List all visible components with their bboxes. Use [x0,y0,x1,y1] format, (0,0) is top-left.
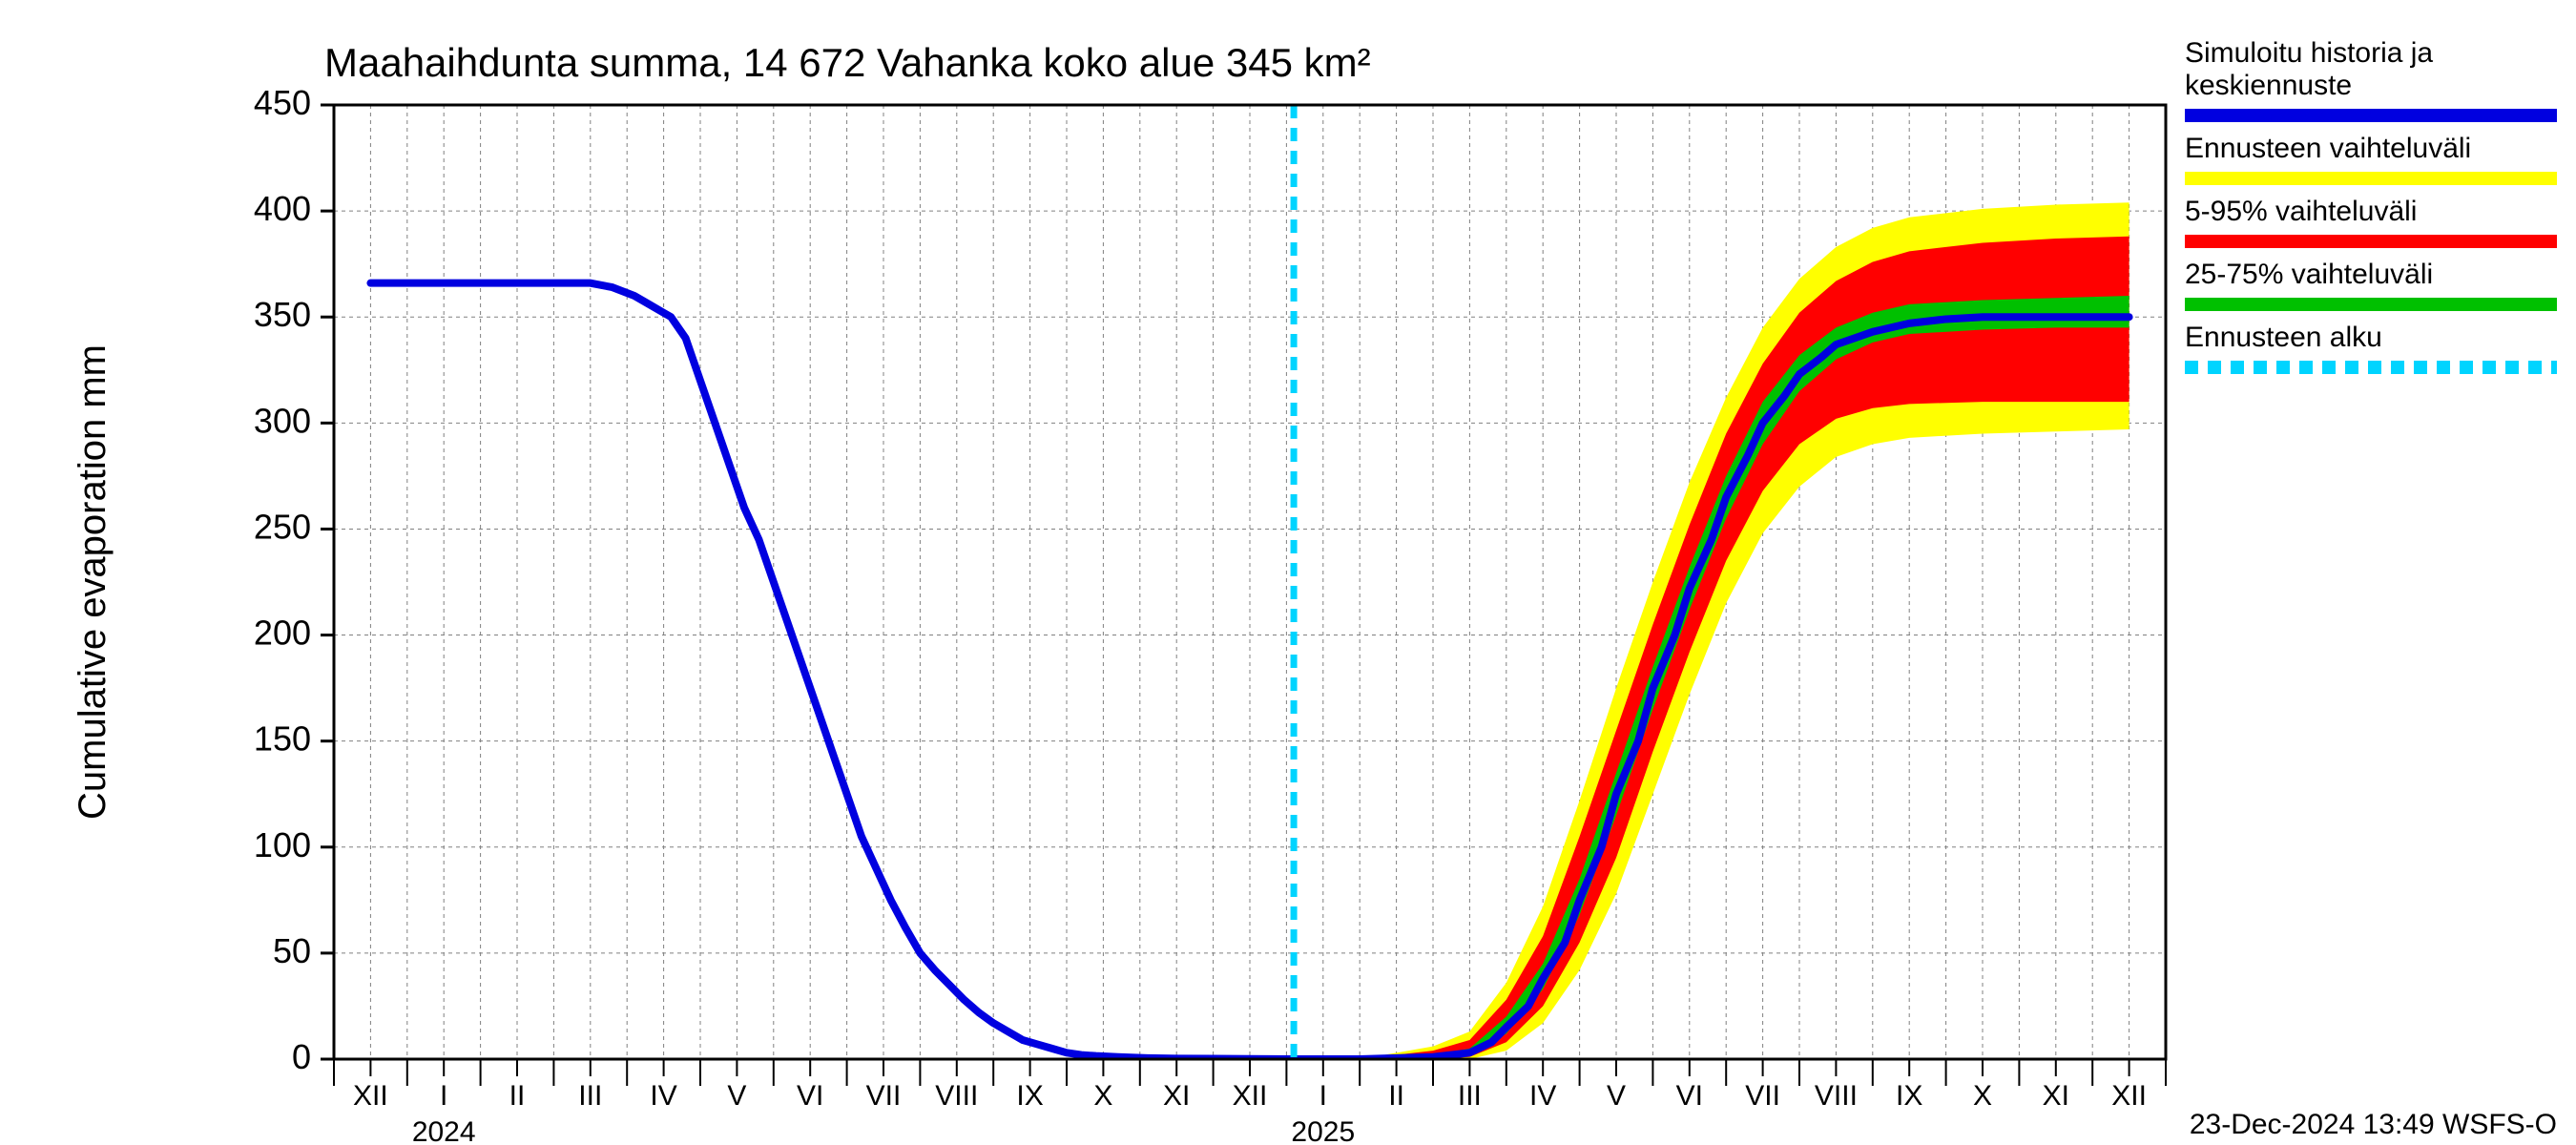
x-tick-label: IV [650,1080,676,1112]
y-tick-label: 100 [254,825,311,864]
x-tick-label: VIII [935,1080,978,1112]
x-tick-label: I [1319,1080,1327,1112]
legend-label: 25-75% vaihteluväli [2185,259,2433,290]
x-tick-label: V [1607,1080,1626,1112]
y-tick-label: 150 [254,719,311,759]
chart-container: 050100150200250300350400450XIIIIIIIIIVVV… [0,0,2576,1145]
y-tick-label: 50 [273,931,311,970]
x-tick-label: XI [1163,1080,1190,1112]
legend-label: 5-95% vaihteluväli [2185,196,2417,227]
x-tick-label: IX [1016,1080,1043,1112]
y-axis-label: Cumulative evaporation mm [72,344,114,820]
x-tick-label: IV [1529,1080,1556,1112]
y-tick-label: 400 [254,189,311,228]
legend-label: Ennusteen alku [2185,322,2382,353]
x-tick-label: III [578,1080,602,1112]
x-tick-label: VI [1676,1080,1703,1112]
x-tick-label: II [509,1080,526,1112]
footer-timestamp: 23-Dec-2024 13:49 WSFS-O [2190,1109,2557,1140]
y-tick-label: 0 [292,1037,311,1076]
y-tick-label: 200 [254,614,311,653]
x-tick-label: VII [866,1080,902,1112]
x-tick-label: II [1388,1080,1404,1112]
x-tick-label: XII [2111,1080,2147,1112]
x-tick-label: VIII [1815,1080,1858,1112]
y-tick-label: 300 [254,401,311,440]
x-tick-label: V [727,1080,746,1112]
x-year-label: 2025 [1291,1116,1355,1145]
x-tick-label: IX [1896,1080,1922,1112]
x-tick-label: VII [1745,1080,1780,1112]
x-tick-label: VI [797,1080,823,1112]
x-tick-label: XII [353,1080,388,1112]
x-tick-label: XI [2043,1080,2069,1112]
legend-label: Ennusteen vaihteluväli [2185,133,2471,164]
y-tick-label: 250 [254,507,311,546]
y-tick-label: 350 [254,295,311,334]
x-tick-label: X [1093,1080,1112,1112]
chart-title: Maahaihdunta summa, 14 672 Vahanka koko … [324,40,1371,85]
x-tick-label: XII [1233,1080,1268,1112]
chart-svg: 050100150200250300350400450XIIIIIIIIIVVV… [0,0,2576,1145]
x-tick-label: I [440,1080,447,1112]
legend-label: keskiennuste [2185,70,2352,101]
x-tick-label: X [1973,1080,1992,1112]
x-year-label: 2024 [412,1116,476,1145]
x-tick-label: III [1458,1080,1482,1112]
y-tick-label: 450 [254,83,311,122]
legend-label: Simuloitu historia ja [2185,37,2433,69]
